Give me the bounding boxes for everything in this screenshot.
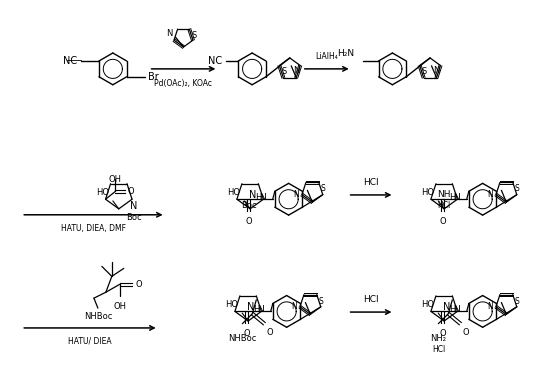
Text: N: N (433, 66, 439, 75)
Text: Boc: Boc (126, 213, 142, 222)
Text: O: O (439, 329, 446, 338)
Text: Pd(OAc)₂, KOAc: Pd(OAc)₂, KOAc (155, 79, 212, 88)
Text: H: H (449, 193, 455, 202)
Text: LiAlH₄: LiAlH₄ (315, 52, 338, 61)
Text: N: N (293, 66, 299, 75)
Text: HATU/ DIEA: HATU/ DIEA (68, 337, 112, 346)
Text: HCl: HCl (437, 200, 450, 209)
Text: N: N (293, 190, 299, 199)
Text: N: N (130, 201, 138, 211)
Text: O: O (128, 187, 134, 196)
Text: OH: OH (113, 302, 127, 311)
Text: HATU, DIEA, DMF: HATU, DIEA, DMF (61, 224, 126, 233)
Text: N: N (487, 302, 493, 311)
Text: HO: HO (225, 300, 238, 309)
Text: NH: NH (437, 190, 450, 199)
Text: H₂N: H₂N (338, 49, 355, 58)
Text: HO: HO (96, 188, 109, 197)
Text: O: O (439, 217, 446, 226)
Text: NHBoc: NHBoc (228, 334, 257, 343)
Text: O: O (245, 217, 252, 226)
Text: OH: OH (109, 175, 122, 184)
Text: N: N (487, 190, 493, 199)
Text: N: N (247, 302, 254, 312)
Text: O: O (266, 328, 273, 337)
Text: HO: HO (227, 188, 240, 197)
Text: H: H (449, 305, 455, 314)
Text: N: N (166, 29, 172, 38)
Text: O: O (244, 329, 250, 338)
Text: S: S (515, 297, 520, 306)
Text: S: S (321, 184, 326, 193)
Text: H: H (255, 193, 261, 202)
Text: S: S (422, 67, 427, 76)
Text: Boc: Boc (241, 200, 256, 209)
Text: N: N (453, 305, 460, 314)
Text: HCl: HCl (432, 346, 445, 355)
Text: HCl: HCl (363, 178, 379, 187)
Text: S: S (515, 184, 520, 193)
Text: O: O (136, 280, 142, 289)
Text: HCl: HCl (363, 295, 379, 304)
Text: S: S (191, 31, 196, 40)
Text: O: O (463, 328, 469, 337)
Text: NH₂: NH₂ (431, 334, 447, 343)
Text: N: N (257, 305, 263, 314)
Text: N: N (249, 190, 256, 200)
Text: N: N (453, 193, 460, 202)
Text: HO: HO (421, 300, 434, 309)
Text: H: H (253, 305, 259, 314)
Text: S: S (319, 297, 323, 306)
Text: N: N (258, 193, 266, 202)
Text: N: N (291, 302, 297, 311)
Text: NC: NC (208, 56, 222, 66)
Text: Br: Br (148, 72, 159, 82)
Text: NHBoc: NHBoc (84, 312, 112, 321)
Text: HO: HO (421, 188, 434, 197)
Text: S: S (282, 67, 287, 76)
Text: N: N (443, 302, 450, 312)
Text: NC: NC (63, 56, 77, 66)
